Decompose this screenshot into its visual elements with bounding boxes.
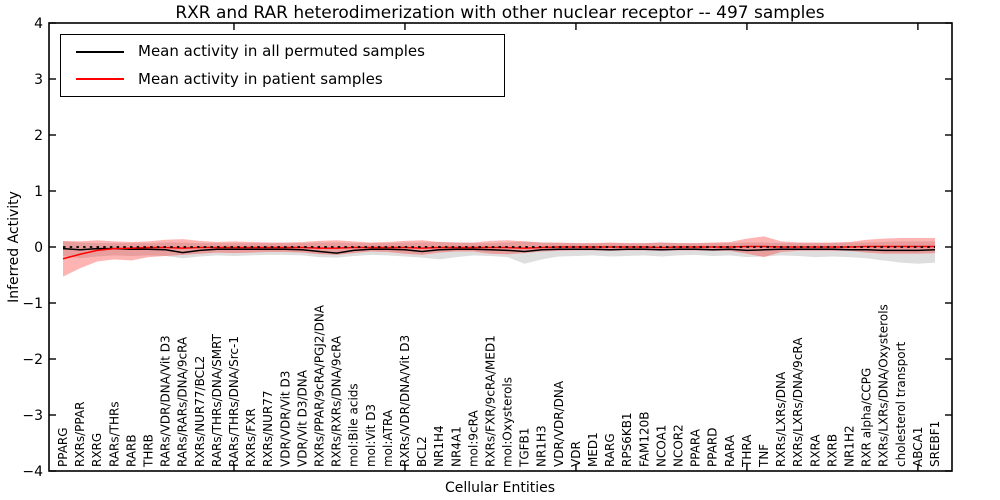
x-category-label: cholesterol transport	[894, 341, 908, 467]
x-category-label: BCL2	[415, 436, 429, 467]
x-category-label: RXRs/VDR/DNA/Vit D3	[398, 335, 412, 467]
y-tick-label: −2	[22, 352, 43, 368]
x-category-label: NR1H3	[535, 425, 549, 467]
x-category-label: THRB	[141, 434, 155, 468]
x-category-label: SREBF1	[928, 421, 942, 467]
x-category-label: RARs/RARs/DNA/9cRA	[176, 336, 190, 467]
x-category-label: RXRs/PPAR	[73, 402, 87, 467]
x-category-label: PPARA	[689, 428, 703, 467]
x-category-label: VDR	[569, 441, 583, 467]
y-tick-label: −1	[22, 296, 43, 312]
x-category-label: RXRs/FXR	[244, 408, 258, 467]
y-tick-label: 1	[34, 184, 43, 200]
x-category-label: RXR alpha/CCPG	[860, 368, 874, 467]
x-category-label: RARB	[124, 434, 138, 467]
x-axis-label: Cellular Entities	[444, 480, 556, 496]
x-category-label: PPARD	[706, 428, 720, 468]
x-category-label: RXRB	[825, 434, 839, 467]
x-category-label: VDR/VDR/DNA	[552, 380, 566, 467]
legend-label-permuted: Mean activity in all permuted samples	[138, 42, 425, 61]
x-category-label: NR4A1	[449, 426, 463, 467]
x-category-label: RXRs/PPAR/9cRA/PGJ2/DNA	[312, 304, 326, 467]
x-category-label: TGFB1	[518, 428, 532, 468]
x-category-label: PPARG	[56, 427, 70, 467]
y-tick-label: 2	[34, 128, 43, 144]
x-category-label: NR1H2	[843, 425, 857, 467]
y-tick-label: 4	[34, 16, 43, 32]
x-category-label: RXRs/RXRs/DNA/9cRA	[330, 335, 344, 467]
x-category-label: mol:9cRA	[466, 410, 480, 467]
permuted-line-sample	[76, 50, 124, 53]
x-category-label: RARs/THRs/DNA/SMRT	[210, 333, 224, 467]
x-category-label: RXRs/LXRs/DNA	[774, 371, 788, 467]
x-category-label: NR1H4	[432, 425, 446, 467]
y-tick-label: 0	[34, 240, 43, 256]
x-category-label: ABCA1	[911, 427, 925, 467]
legend-label-patient: Mean activity in patient samples	[138, 69, 383, 88]
x-category-label: RPS6KB1	[620, 412, 634, 467]
legend-entry-permuted: Mean activity in all permuted samples	[61, 44, 504, 59]
x-category-label: mol:Bile acids	[347, 383, 361, 467]
x-category-label: NCOA1	[654, 425, 668, 467]
legend-entry-patient: Mean activity in patient samples	[61, 69, 504, 88]
y-axis-label: Inferred Activity	[6, 191, 22, 303]
x-category-label: VDR/VDR/Vit D3	[278, 371, 292, 467]
x-category-label: mol:Vit D3	[364, 404, 378, 467]
x-category-label: TNF	[757, 444, 771, 468]
chart-title: RXR and RAR heterodimerization with othe…	[175, 3, 825, 23]
x-category-label: RARs/THRs/DNA/Src-1	[227, 336, 241, 467]
x-category-label: NCOR2	[672, 424, 686, 467]
patient-line-sample	[76, 78, 124, 81]
y-tick-label: 3	[34, 72, 43, 88]
x-category-label: RARG	[603, 433, 617, 467]
permuted-mean-line	[62, 247, 936, 254]
x-category-label: RXRs/LXRs/DNA/9cRA	[791, 337, 805, 467]
x-category-label: RXRs/NUR77/BCL2	[193, 356, 207, 467]
legend: Mean activity in all permuted samples Me…	[60, 34, 505, 97]
x-category-label: THRA	[740, 434, 754, 468]
x-category-label: RXRs/NUR77	[261, 390, 275, 467]
x-category-label: mol:ATRA	[381, 409, 395, 467]
x-category-label: RXRG	[90, 433, 104, 467]
y-tick-label: −3	[22, 408, 43, 424]
x-category-label: MED1	[586, 432, 600, 467]
y-tick-label: −4	[22, 464, 43, 480]
x-category-label: FAM120B	[637, 412, 651, 468]
x-category-label: RXRs/FXR/9cRA/MED1	[483, 335, 497, 467]
x-category-label: RARs/VDR/DNA/Vit D3	[159, 335, 173, 467]
x-category-label: RXRA	[808, 434, 822, 467]
x-category-label: RARA	[723, 434, 737, 467]
x-category-label: mol:Oxysterols	[501, 377, 515, 467]
x-category-label: VDR/Vit D3/DNA	[295, 369, 309, 467]
x-category-label: RXRs/LXRs/DNA/Oxysterols	[877, 304, 891, 467]
x-category-label: RARs/THRs	[107, 401, 121, 467]
